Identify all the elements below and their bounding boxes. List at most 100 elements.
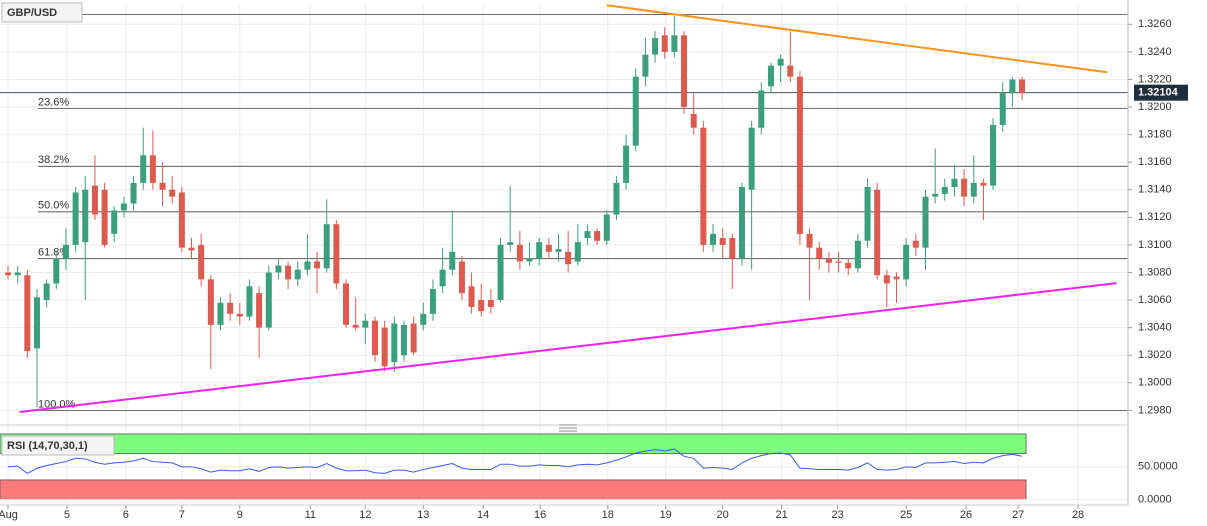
candle-body [198,244,205,280]
y-tick-label: 1.3180 [1138,129,1172,141]
candle-body [101,189,108,245]
fib-label: 61.8% [38,247,69,259]
candle-body [642,54,649,77]
candle-body [24,275,31,352]
candle-body [951,178,958,187]
candle-body [681,35,688,108]
candle-body [777,58,784,66]
candle-body [304,261,311,270]
candle-body [507,242,514,245]
candle-body [227,302,234,314]
x-tick-label: 19 [660,509,672,521]
candle-body [236,313,243,317]
candle-body [623,145,630,183]
candle-body [130,182,137,204]
candle-body [748,127,755,190]
candle-body [864,186,871,241]
candle-body [738,186,745,259]
rsi-tick-label: 50.0000 [1138,461,1178,473]
x-tick-label: 18 [602,509,614,521]
rsi-line [7,448,1023,474]
x-tick-label: 7 [179,509,185,521]
x-tick-label: 6 [123,509,129,521]
candle-body [487,300,494,307]
candle-body [874,189,881,276]
candle-body [893,276,900,280]
candle-body [256,293,263,328]
trendline [19,282,1117,413]
candle-body [333,224,340,284]
price-tag-label: 1.32104 [1138,87,1179,99]
candle-body [140,155,147,183]
chart-title: GBP/USD [7,7,57,19]
candle-body [526,258,533,262]
title-box [1,2,83,23]
x-tick-label: 20 [717,509,729,521]
candle-body [671,35,678,52]
candle-body [690,113,697,128]
candle-body [159,182,166,190]
x-tick-label: 28 [1072,509,1084,521]
candle-body [314,261,321,269]
candle-body [149,155,156,183]
candle-body [265,272,272,328]
divider-grip [559,424,577,432]
candle-body [536,242,543,259]
grid-layer: 0.0%23.6%38.2%50.0%61.8%100.0% [0,3,1128,505]
candle-body [970,182,977,197]
candle-body [545,244,552,252]
fib-label: 50.0% [38,200,69,212]
x-tick-label: 23 [831,509,843,521]
candle-body [555,249,562,252]
y-tick-label: 1.3140 [1138,184,1172,196]
y-tick-label: 1.2980 [1138,404,1172,416]
candle-body [372,320,379,356]
candle-body [410,323,417,353]
x-tick-label: 9 [237,509,243,521]
candle-body [796,76,803,234]
candle-body [352,324,359,328]
candle-body [323,224,330,269]
candle-body [478,300,485,312]
y-tick-label: 1.3120 [1138,211,1172,223]
candle-body [91,185,98,215]
candle-body [787,65,794,77]
candle-body [729,238,736,259]
candle-body [922,196,929,248]
x-tick-label: 25 [900,509,912,521]
candle-body [53,258,60,284]
candle-body [468,286,475,307]
y-tick-label: 1.3220 [1138,73,1172,85]
candle-body [14,272,21,276]
y-tick-label: 1.3020 [1138,349,1172,361]
price-tag [1134,84,1188,101]
candle-body [169,189,176,197]
x-tick-label: Aug [0,509,18,521]
candle-body [400,324,407,356]
candle-body [178,192,185,248]
candle-body [594,231,601,241]
y-tick-label: 1.3240 [1138,46,1172,58]
candle-body [845,262,852,269]
x-tick-label: 14 [477,509,489,521]
candle-body [816,247,823,259]
candle-body [362,320,369,328]
candle-body [767,65,774,87]
y-tick-label: 1.3060 [1138,294,1172,306]
candle-body [458,261,465,294]
candle-body [207,279,214,325]
x-tick-label: 21 [775,509,787,521]
candle-body [941,186,948,194]
x-tick-label: 5 [64,509,70,521]
rsi-band [0,433,1027,455]
rsi-band [0,479,1027,501]
candle-body [285,265,292,280]
x-tick-label: 26 [960,509,972,521]
candle-body [710,233,717,245]
candle-body [652,38,659,55]
y-tick-label: 1.3200 [1138,101,1172,113]
candle-body [999,93,1006,125]
candle-body [990,124,997,186]
candle-body [719,238,726,245]
